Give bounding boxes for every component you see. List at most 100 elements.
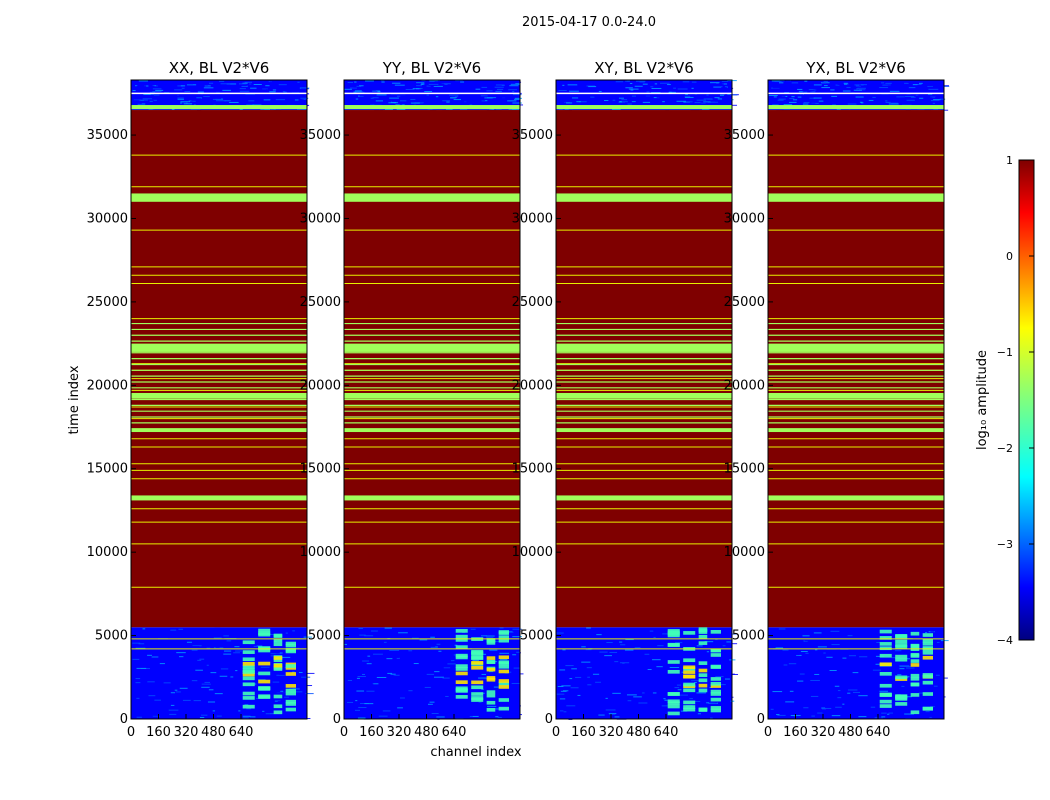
- noise-speck: [813, 97, 822, 99]
- noise-speck: [469, 715, 479, 717]
- noise-speck: [348, 670, 358, 672]
- rfi-block: [910, 682, 920, 687]
- noise-speck: [366, 683, 374, 685]
- rfi-block: [242, 640, 255, 645]
- noise-speck: [445, 712, 453, 714]
- noise-speck: [593, 644, 602, 646]
- noise-speck: [565, 99, 576, 101]
- noise-speck: [391, 699, 395, 701]
- noise-speck: [591, 684, 601, 686]
- noise-speck: [192, 645, 202, 647]
- noise-speck: [599, 689, 605, 691]
- noise-speck: [935, 674, 940, 676]
- noise-speck: [659, 639, 664, 641]
- noise-speck: [270, 653, 281, 655]
- noise-speck: [672, 101, 676, 103]
- noise-speck: [275, 99, 286, 101]
- noise-speck: [171, 677, 175, 679]
- noise-speck: [898, 680, 905, 682]
- noise-speck: [131, 94, 140, 96]
- rfi-block: [285, 688, 296, 693]
- noise-speck: [344, 88, 352, 90]
- noise-speck: [843, 82, 849, 84]
- noise-speck: [839, 669, 846, 671]
- noise-speck: [596, 634, 602, 636]
- noise-speck: [389, 716, 398, 718]
- noise-speck: [829, 652, 840, 654]
- noise-speck: [696, 645, 703, 647]
- noise-speck: [709, 93, 717, 95]
- noise-speck: [345, 87, 351, 89]
- noise-speck: [247, 645, 257, 647]
- rfi-block: [910, 643, 920, 648]
- rfi-block: [455, 680, 468, 684]
- noise-speck: [489, 649, 498, 651]
- noise-speck: [512, 654, 517, 656]
- noise-speck: [860, 84, 867, 86]
- noise-speck: [647, 669, 652, 671]
- noise-speck: [219, 675, 228, 677]
- noise-speck: [653, 97, 660, 99]
- noise-speck: [138, 680, 148, 682]
- noise-speck: [420, 83, 425, 85]
- noise-speck: [197, 659, 202, 661]
- noise-speck: [560, 98, 571, 100]
- rfi-block: [667, 701, 680, 706]
- noise-speck: [852, 691, 861, 693]
- noise-speck: [253, 85, 261, 87]
- noise-speck: [585, 95, 589, 97]
- y-tick-label: 10000: [724, 545, 765, 560]
- rfi-block: [285, 691, 296, 696]
- noise-speck: [601, 98, 607, 100]
- noise-speck: [888, 91, 897, 93]
- noise-speck: [859, 656, 868, 658]
- noise-speck: [809, 633, 813, 635]
- noise-speck: [808, 89, 814, 91]
- noise-speck: [434, 676, 444, 678]
- noise-speck: [921, 91, 930, 93]
- noise-speck: [887, 713, 890, 715]
- noise-speck: [774, 683, 782, 685]
- x-tick-label: 0: [340, 725, 348, 740]
- noise-speck: [630, 89, 634, 91]
- noise-speck: [664, 85, 675, 87]
- noise-speck: [717, 98, 723, 100]
- noise-speck: [438, 83, 444, 85]
- noise-speck: [813, 632, 822, 634]
- noise-speck: [486, 637, 494, 639]
- noise-speck: [171, 108, 175, 110]
- noise-speck: [831, 671, 839, 673]
- noise-speck: [354, 699, 357, 701]
- rfi-block: [922, 692, 933, 696]
- rfi-block: [879, 662, 892, 667]
- rfi-block: [879, 629, 892, 634]
- noise-speck: [608, 713, 617, 715]
- noise-speck: [677, 88, 688, 90]
- noise-speck: [802, 103, 809, 105]
- noise-speck: [501, 84, 505, 86]
- noise-speck: [627, 679, 638, 681]
- noise-speck: [248, 84, 252, 86]
- flag-band: [556, 105, 732, 110]
- noise-speck: [571, 97, 579, 99]
- noise-speck: [203, 87, 214, 89]
- noise-speck: [788, 646, 799, 648]
- noise-speck: [292, 671, 295, 673]
- noise-speck: [648, 81, 654, 83]
- noise-speck: [917, 84, 925, 86]
- noise-speck: [216, 715, 222, 717]
- noise-speck: [669, 91, 672, 93]
- noise-speck: [206, 664, 209, 666]
- noise-speck: [405, 89, 415, 91]
- noise-speck: [484, 94, 490, 96]
- noise-speck: [774, 81, 782, 83]
- noise-speck: [174, 689, 178, 691]
- rfi-block: [698, 707, 708, 712]
- flag-band: [768, 393, 944, 399]
- noise-speck: [694, 102, 702, 104]
- noise-speck: [828, 667, 832, 669]
- noise-speck: [802, 713, 810, 715]
- noise-speck: [814, 95, 818, 97]
- flag-band: [556, 193, 732, 202]
- y-tick-label: 25000: [300, 295, 341, 310]
